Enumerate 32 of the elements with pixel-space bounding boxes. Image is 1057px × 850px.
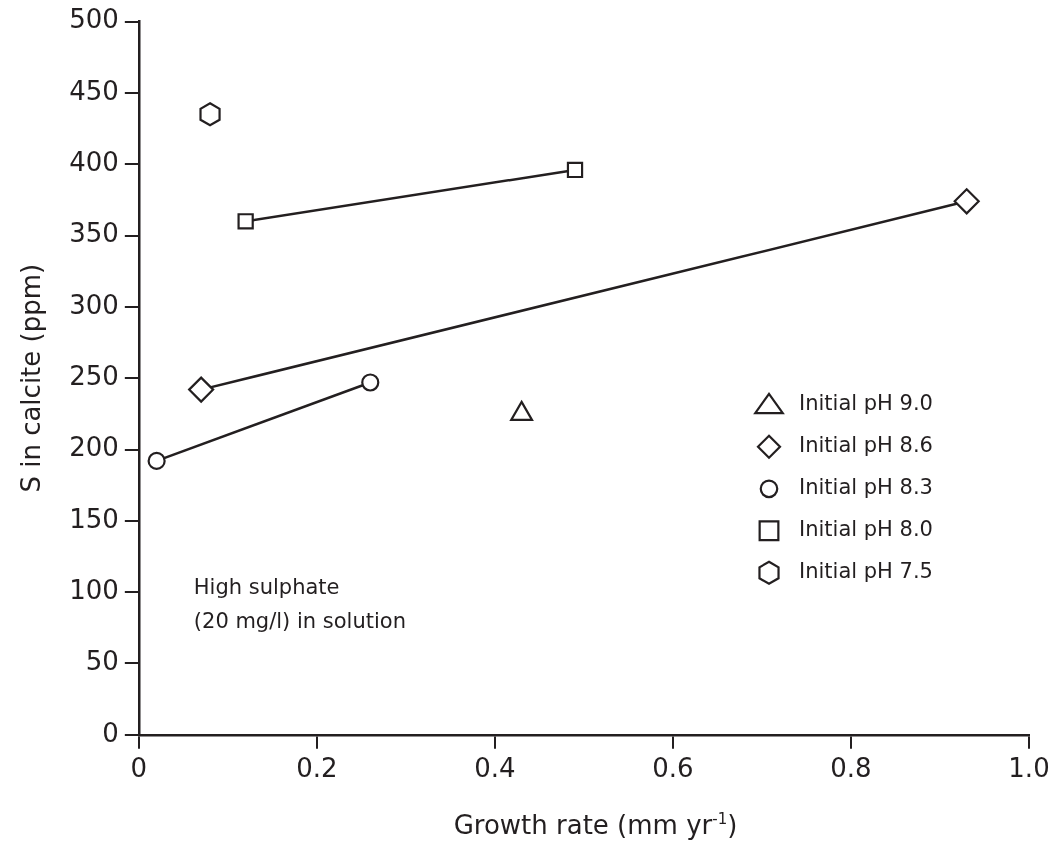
point bbox=[188, 376, 215, 403]
legend-label: Initial pH 7.5 bbox=[799, 559, 933, 584]
y-tick-label: 450 bbox=[69, 75, 119, 106]
x-tick-label: 0.6 bbox=[652, 753, 694, 784]
y-tick-label: 500 bbox=[69, 4, 119, 35]
y-tick-label: 100 bbox=[69, 574, 119, 605]
y-tick-label: 0 bbox=[102, 717, 119, 748]
x-tick-label: 0.8 bbox=[830, 753, 872, 784]
y-axis-title: S in calcite (ppm) bbox=[16, 263, 47, 493]
y-tick-label: 150 bbox=[69, 503, 119, 534]
x-tick-label: 0.4 bbox=[474, 753, 516, 784]
x-tick-label: 1.0 bbox=[1008, 753, 1050, 784]
y-tick-label: 350 bbox=[69, 218, 119, 249]
y-tick-label: 50 bbox=[85, 646, 119, 677]
legend-label: Initial pH 8.0 bbox=[799, 517, 933, 542]
legend-label: Initial pH 8.3 bbox=[799, 475, 933, 500]
point bbox=[199, 102, 221, 127]
x-tick-label: 0 bbox=[130, 753, 148, 784]
legend-label: Initial pH 8.6 bbox=[799, 433, 933, 458]
point bbox=[361, 373, 380, 392]
x-tick-label: 0.2 bbox=[296, 753, 338, 784]
legend-label: Initial pH 9.0 bbox=[799, 391, 933, 416]
point bbox=[147, 451, 166, 471]
point bbox=[237, 213, 254, 230]
annotation: High sulphate (20 mg/l) in solution bbox=[193, 575, 406, 634]
y-tick-label: 300 bbox=[69, 289, 119, 320]
point bbox=[566, 161, 584, 179]
y-tick-label: 250 bbox=[69, 360, 119, 391]
x-axis-title: Growth rate (mm yr$^{-1}$) bbox=[452, 810, 739, 840]
point bbox=[953, 188, 980, 215]
y-tick-label: 400 bbox=[69, 146, 119, 177]
y-tick-label: 200 bbox=[69, 432, 119, 463]
